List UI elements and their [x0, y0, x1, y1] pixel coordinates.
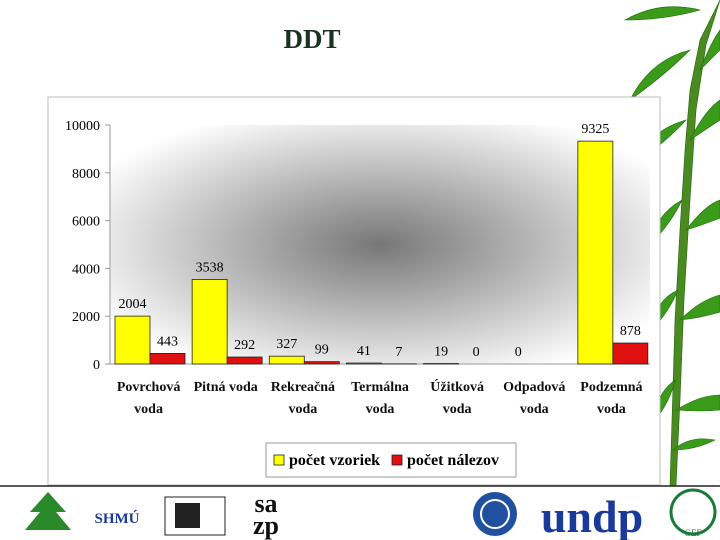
- data-label: 7: [395, 345, 402, 360]
- data-label: 2004: [119, 297, 147, 312]
- legend-swatch: [273, 454, 285, 466]
- legend-swatch: [391, 454, 403, 466]
- logo-undp: undp: [541, 491, 643, 540]
- data-label: 3538: [196, 260, 224, 275]
- data-label: 41: [357, 344, 371, 359]
- x-tick-label: Povrchová voda: [116, 380, 181, 417]
- plot-background: [110, 125, 650, 364]
- logo-un: [473, 492, 517, 536]
- x-tick-label: Pitná voda: [193, 380, 258, 395]
- x-tick-label: Rekreačná voda: [270, 380, 335, 417]
- bar: [268, 355, 305, 365]
- legend-box: [265, 442, 517, 478]
- x-tick-label: Podzemná voda: [580, 380, 643, 417]
- bar: [346, 362, 382, 365]
- data-label: 878: [620, 324, 641, 339]
- chart-title: DDT: [283, 24, 340, 54]
- logo-box-mark: [175, 503, 200, 528]
- logo-shmu: SHMÚ: [95, 510, 140, 527]
- y-tick-label: 4000: [72, 262, 100, 277]
- footer-logos: SHMÚ sa zp undp GEF: [25, 488, 717, 540]
- logo-sazp: zp: [253, 511, 279, 540]
- data-label: 0: [515, 345, 522, 360]
- bar: [303, 361, 340, 365]
- bar: [149, 353, 186, 365]
- x-tick-label: Termálna voda: [351, 380, 409, 417]
- bar: [226, 356, 263, 365]
- data-label: 99: [315, 343, 329, 358]
- legend-label: počet vzoriek: [289, 452, 380, 469]
- y-tick-label: 10000: [65, 119, 100, 134]
- logo-sazp: sa: [254, 489, 277, 518]
- bar: [577, 140, 614, 365]
- logo-box: [164, 496, 226, 536]
- data-label: 327: [276, 337, 297, 352]
- bamboo-decoration: [623, 0, 720, 487]
- logo-un-mark: [480, 499, 510, 529]
- bar: [612, 342, 649, 365]
- y-tick-label: 6000: [72, 215, 100, 230]
- x-tick-label: Úžitková voda: [430, 380, 484, 417]
- logo-gef: [669, 488, 717, 536]
- y-tick-label: 2000: [72, 310, 100, 325]
- data-label: 0: [473, 345, 480, 360]
- legend-label: počet nálezov: [407, 452, 499, 469]
- y-tick-label: 0: [93, 358, 100, 373]
- logo-tree: [25, 492, 71, 530]
- data-label: 292: [234, 338, 255, 353]
- bar: [114, 315, 151, 365]
- data-label: 19: [434, 345, 448, 360]
- data-label: 9325: [581, 122, 609, 137]
- logo-gef-text: GEF: [684, 528, 701, 538]
- x-tick-label: Odpadová voda: [503, 380, 566, 417]
- data-label: 443: [157, 334, 178, 349]
- bar: [191, 279, 228, 365]
- y-tick-label: 8000: [72, 167, 100, 182]
